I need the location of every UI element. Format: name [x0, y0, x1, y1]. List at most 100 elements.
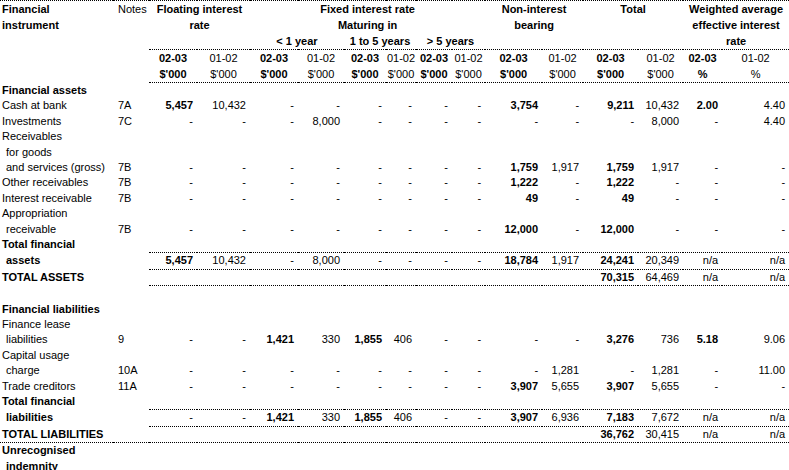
value-cell-1to5yr_01-02: 406	[386, 410, 416, 426]
value-cell-non_interest_01-02	[542, 286, 583, 302]
value-cell-lt1yr_02-03	[250, 443, 298, 459]
value-cell-lt1yr_01-02	[298, 348, 344, 363]
value-cell-lt1yr_02-03	[250, 83, 298, 99]
value-cell-total_02-03: -	[583, 363, 638, 378]
table-row: TOTAL LIABILITIES36,76230,415n/an/a	[0, 426, 789, 442]
value-cell-1to5yr_02-03	[344, 348, 386, 363]
value-cell-1to5yr_02-03: 1,855	[344, 332, 386, 347]
value-cell-1to5yr_01-02	[386, 145, 416, 160]
value-cell-lt1yr_01-02	[298, 286, 344, 302]
value-cell-gt5yr_01-02: -	[452, 175, 485, 190]
value-cell-total_01-02: 1,281	[638, 363, 683, 378]
value-cell-gt5yr_01-02	[452, 286, 485, 302]
value-cell-gt5yr_02-03: -	[416, 175, 452, 190]
value-cell-wavg_02-03_pct: -	[683, 114, 722, 129]
value-cell-non_interest_02-03: -	[485, 363, 542, 378]
col-group-maturity-1to5yr: 1 to 5 years	[344, 33, 416, 50]
value-cell-1to5yr_02-03	[344, 302, 386, 317]
value-cell-gt5yr_01-02: -	[452, 191, 485, 206]
value-cell-total_01-02	[638, 302, 683, 317]
value-cell-wavg_01-02_pct	[722, 206, 789, 221]
value-cell-wavg_01-02_pct	[722, 286, 789, 302]
header-row-3: < 1 year 1 to 5 years > 5 years rate	[0, 33, 789, 50]
value-cell-gt5yr_01-02: -	[452, 363, 485, 378]
value-cell-lt1yr_01-02	[298, 394, 344, 410]
value-cell-lt1yr_02-03: 1,421	[250, 332, 298, 347]
value-cell-non_interest_01-02: 1,281	[542, 363, 583, 378]
value-cell-wavg_01-02_pct: 9.06	[722, 332, 789, 347]
table-row: Financial assets	[0, 83, 789, 99]
value-cell-1to5yr_01-02: -	[386, 160, 416, 175]
value-cell-floating_02-03: -	[149, 410, 197, 426]
value-cell-lt1yr_02-03	[250, 459, 298, 470]
unit-header-percent: %	[722, 66, 789, 83]
value-cell-1to5yr_01-02: 406	[386, 332, 416, 347]
value-cell-wavg_02-03_pct	[683, 286, 722, 302]
value-cell-gt5yr_02-03	[416, 237, 452, 253]
value-cell-total_02-03: 70,315	[583, 269, 638, 285]
row-label: and services (gross)	[0, 160, 113, 175]
value-cell-floating_01-02	[197, 302, 250, 317]
table-row: for goods	[0, 145, 789, 160]
value-cell-floating_02-03: -	[149, 363, 197, 378]
value-cell-lt1yr_01-02: 330	[298, 410, 344, 426]
value-cell-floating_02-03	[149, 269, 197, 285]
value-cell-1to5yr_02-03	[344, 394, 386, 410]
page: Financial Notes Floating interest Fixed …	[0, 0, 789, 470]
value-cell-lt1yr_02-03	[250, 145, 298, 160]
spacer-cell	[485, 33, 583, 50]
value-cell-gt5yr_02-03: -	[416, 98, 452, 113]
notes-cell	[113, 286, 149, 302]
value-cell-lt1yr_01-02	[298, 317, 344, 332]
notes-cell: 7C	[113, 114, 149, 129]
row-label: TOTAL ASSETS	[0, 269, 113, 285]
value-cell-1to5yr_02-03: -	[344, 379, 386, 394]
value-cell-wavg_02-03_pct	[683, 394, 722, 410]
table-row: Interest receivable7B--------49-49---	[0, 191, 789, 206]
value-cell-floating_02-03: -	[149, 191, 197, 206]
value-cell-1to5yr_01-02	[386, 129, 416, 144]
value-cell-total_02-03	[583, 237, 638, 253]
value-cell-non_interest_01-02	[542, 443, 583, 459]
value-cell-non_interest_02-03	[485, 426, 542, 442]
value-cell-total_02-03: 3,276	[583, 332, 638, 347]
value-cell-non_interest_02-03	[485, 206, 542, 221]
value-cell-lt1yr_01-02	[298, 206, 344, 221]
value-cell-1to5yr_02-03: 1,855	[344, 410, 386, 426]
row-label: Financial assets	[0, 83, 113, 99]
row-label: liabilities	[0, 410, 113, 426]
notes-cell: 7B	[113, 222, 149, 237]
value-cell-non_interest_02-03: 3,907	[485, 379, 542, 394]
col-header-instrument-line1: Financial	[0, 1, 113, 18]
col-header-notes: Notes	[113, 1, 149, 18]
row-label: receivable	[0, 222, 113, 237]
value-cell-lt1yr_02-03: -	[250, 98, 298, 113]
value-cell-floating_02-03: -	[149, 160, 197, 175]
spacer-cell	[0, 66, 113, 83]
value-cell-wavg_02-03_pct: -	[683, 175, 722, 190]
value-cell-total_01-02	[638, 348, 683, 363]
unit-header-money: $'000	[638, 66, 683, 83]
value-cell-total_01-02	[638, 443, 683, 459]
value-cell-floating_02-03	[149, 317, 197, 332]
table-row: receivable7B--------12,000-12,000---	[0, 222, 789, 237]
value-cell-non_interest_02-03	[485, 348, 542, 363]
value-cell-wavg_01-02_pct	[722, 83, 789, 99]
notes-cell	[113, 443, 149, 459]
value-cell-floating_02-03: 5,457	[149, 98, 197, 113]
notes-cell	[113, 302, 149, 317]
value-cell-non_interest_01-02	[542, 348, 583, 363]
table-row: Trade creditors11A--------3,9075,6553,90…	[0, 379, 789, 394]
value-cell-floating_02-03: -	[149, 222, 197, 237]
value-cell-non_interest_01-02	[542, 145, 583, 160]
value-cell-1to5yr_02-03: -	[344, 222, 386, 237]
table-row: Unrecognised	[0, 443, 789, 459]
value-cell-floating_01-02	[197, 129, 250, 144]
value-cell-1to5yr_01-02	[386, 302, 416, 317]
value-cell-floating_02-03: -	[149, 379, 197, 394]
table-row: Receivables	[0, 129, 789, 144]
value-cell-floating_02-03	[149, 459, 197, 470]
value-cell-floating_01-02	[197, 426, 250, 442]
notes-cell: 7A	[113, 98, 149, 113]
value-cell-non_interest_01-02	[542, 83, 583, 99]
